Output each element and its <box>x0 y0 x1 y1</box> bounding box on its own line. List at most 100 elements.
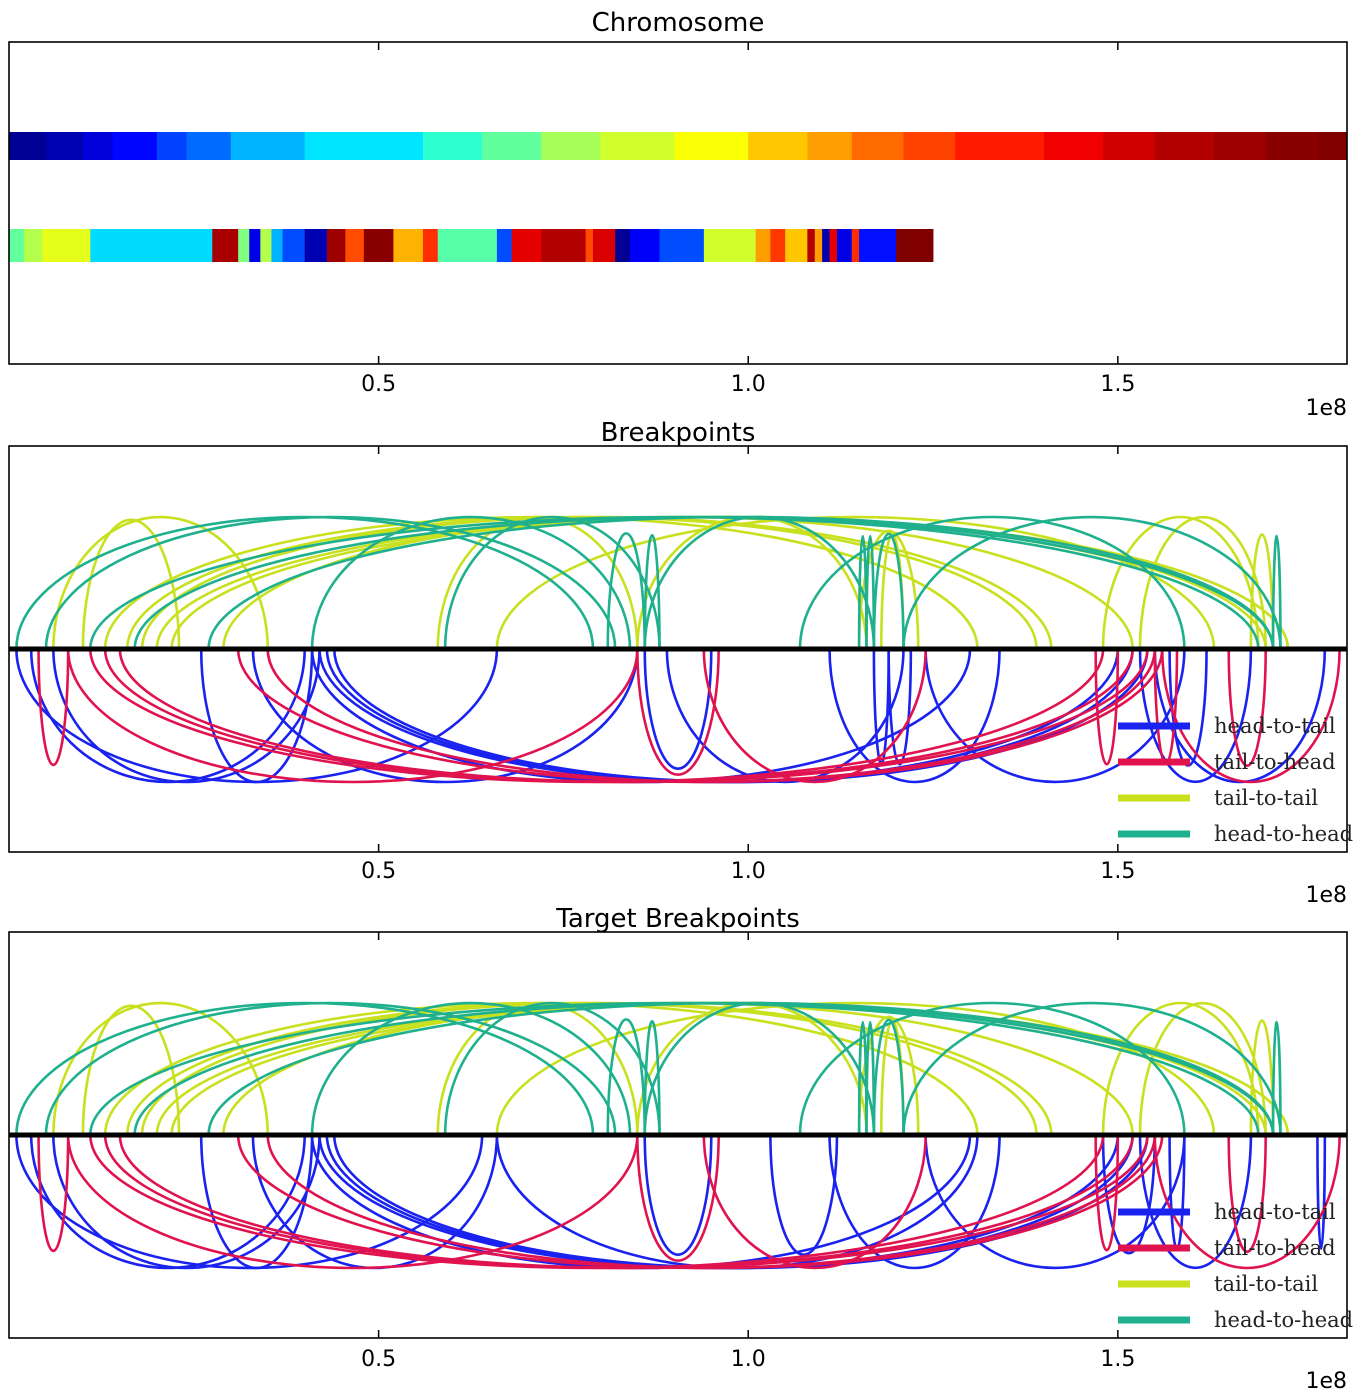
chromosome-offset-label: 1e8 <box>1305 396 1347 421</box>
target-breakpoints-arcs <box>15 1001 1341 1270</box>
arc-head-to-tail <box>1317 1135 1324 1249</box>
arc-head-to-head <box>643 1021 661 1136</box>
segment <box>45 132 84 160</box>
arc-head-to-tail <box>199 1134 314 1270</box>
segment <box>511 229 542 262</box>
arc-tail-to-tail <box>857 1015 920 1136</box>
segment <box>755 229 771 262</box>
segment <box>814 229 823 262</box>
arc-head-to-head <box>643 1001 876 1136</box>
arc-head-to-head <box>44 515 617 650</box>
segment <box>903 132 956 160</box>
breakpoints-legend: head-to-tail tail-to-head tail-to-tail head… <box>1118 714 1353 846</box>
segment <box>212 229 239 262</box>
series-head-to-head <box>15 1001 1280 1136</box>
breakpoints-frame <box>8 445 1348 853</box>
segment <box>851 229 860 262</box>
arc-head-to-head <box>44 1001 617 1136</box>
arc-head-to-tail <box>643 648 713 770</box>
arc-head-to-head <box>872 532 905 650</box>
segment <box>271 229 283 262</box>
segment <box>82 132 113 160</box>
segment <box>807 132 853 160</box>
target-breakpoints-tick-label: 0.5 <box>361 1347 396 1372</box>
segment <box>859 229 897 262</box>
series-tail-to-tail <box>52 1001 1290 1136</box>
segment <box>230 132 306 160</box>
segment <box>238 229 250 262</box>
series-tail-to-head <box>37 648 1341 784</box>
target-breakpoints-frame <box>8 931 1348 1339</box>
legend-label-head-to-head: head-to-head <box>1214 1308 1353 1332</box>
arc-tail-to-tail <box>857 529 920 650</box>
segment <box>674 132 749 160</box>
series-tail-to-head <box>37 1134 1341 1270</box>
arc-tail-to-head <box>1227 1134 1267 1253</box>
segment <box>1154 132 1215 160</box>
segment <box>156 132 187 160</box>
target-breakpoints-tick-label: 1.0 <box>731 1347 766 1372</box>
arc-tail-to-tail <box>1249 533 1275 650</box>
arc-head-to-head <box>443 516 661 650</box>
arc-head-to-head <box>207 1001 1275 1136</box>
arc-head-to-head <box>902 515 1282 650</box>
arc-head-to-head <box>443 1002 661 1136</box>
arc-head-to-tail <box>52 1134 321 1270</box>
segment <box>896 229 934 262</box>
segment <box>1213 132 1267 160</box>
segment <box>422 229 439 262</box>
arc-tail-to-tail <box>155 515 1267 650</box>
arc-head-to-head <box>1273 536 1280 649</box>
segment <box>437 229 498 262</box>
legend-label-head-to-tail: head-to-tail <box>1214 1200 1336 1224</box>
arc-head-to-head <box>865 535 876 650</box>
segment <box>422 132 483 160</box>
arc-tail-to-head <box>66 648 639 784</box>
segment <box>249 229 261 262</box>
segment <box>186 132 232 160</box>
segment <box>770 229 786 262</box>
arc-head-to-head <box>606 531 647 650</box>
segment <box>9 229 25 262</box>
segment <box>629 229 660 262</box>
segment <box>807 229 816 262</box>
arc-tail-to-head <box>1160 648 1341 784</box>
chromosome-title: Chromosome <box>592 8 765 38</box>
arc-head-to-tail <box>199 648 314 784</box>
segment <box>482 132 542 160</box>
arc-head-to-tail <box>1138 1134 1253 1269</box>
arc-tail-to-tail <box>495 1001 1216 1136</box>
arc-head-to-tail <box>924 648 1186 783</box>
breakpoints-tick-label: 1.5 <box>1100 859 1135 884</box>
segment <box>393 229 424 262</box>
target-breakpoints-offset-label: 1e8 <box>1305 1369 1347 1391</box>
arc-head-to-tail <box>251 648 639 784</box>
track-target <box>9 229 934 262</box>
arc-head-to-tail <box>828 1134 1001 1270</box>
legend-label-tail-to-head: tail-to-head <box>1214 1236 1336 1260</box>
breakpoints-title: Breakpoints <box>601 418 756 448</box>
arc-tail-to-head <box>1153 1134 1341 1270</box>
arc-head-to-tail <box>828 648 1001 784</box>
segment <box>659 229 705 262</box>
arc-tail-to-tail <box>103 1001 979 1136</box>
legend-label-tail-to-tail: tail-to-tail <box>1214 1272 1318 1296</box>
breakpoints-arcs <box>15 515 1341 784</box>
segment <box>836 229 853 262</box>
arc-tail-to-head <box>66 1134 639 1270</box>
segment <box>23 229 43 262</box>
segment <box>90 229 213 262</box>
arc-head-to-head <box>872 1018 905 1136</box>
segment <box>282 229 306 262</box>
segment <box>748 132 808 160</box>
arc-head-to-tail <box>665 648 905 784</box>
legend-label-tail-to-tail: tail-to-tail <box>1214 786 1318 810</box>
segment <box>703 229 757 262</box>
arc-tail-to-head <box>1227 648 1267 767</box>
arc-tail-to-head <box>266 1134 1164 1269</box>
track-reference <box>9 132 1348 160</box>
arc-tail-to-tail <box>1249 1019 1275 1136</box>
breakpoints-tick-label: 0.5 <box>361 859 396 884</box>
breakpoints-offset-label: 1e8 <box>1305 883 1347 908</box>
